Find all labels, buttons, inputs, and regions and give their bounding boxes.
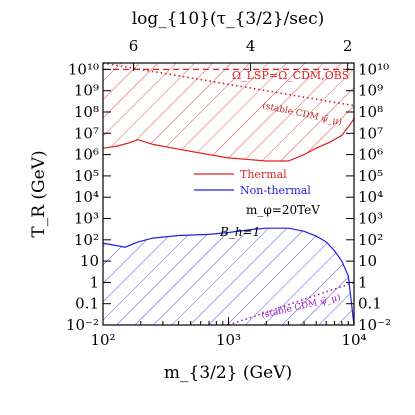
y-tick-label: 10² [74, 231, 99, 249]
series-thermal-line [103, 118, 354, 162]
y-tick-label: 10¹⁰ [68, 60, 99, 78]
legend: Thermal Non-thermal [194, 168, 311, 197]
y-tick-label: 10⁸ [74, 103, 99, 121]
y-tick-label: 10⁹ [74, 82, 99, 100]
y-tick-label-right: 10 [358, 252, 377, 270]
omega-cdm-label: Ω_LSP=Ω_CDM,OBS [232, 69, 349, 82]
y-tick-label-right: 10² [358, 231, 383, 249]
mass-annotation: m_φ=20TeV [246, 203, 320, 217]
plot-area [103, 63, 354, 325]
top-axis-title: log_{10}(τ_{3/2}/sec) [132, 9, 325, 29]
y-tick-label: 1 [89, 273, 99, 291]
legend-non-thermal-label: Non-thermal [240, 184, 311, 197]
y-tick-label: 10⁶ [74, 146, 99, 164]
y-tick-label: 0.1 [75, 295, 99, 313]
x-axis-title: m_{3/2} (GeV) [164, 363, 292, 383]
top-tick-label: 2 [343, 37, 353, 55]
non-thermal-excluded-region [103, 228, 354, 325]
y-tick-label-right: 10⁹ [358, 82, 383, 100]
y-axis-title: T_R (GeV) [29, 150, 49, 237]
y-tick-label: 10⁴ [74, 188, 99, 206]
y-tick-label: 10⁷ [74, 124, 99, 142]
branching-annotation: B_h=1 [219, 225, 260, 239]
y-tick-label-right: 10⁵ [358, 167, 383, 185]
y-tick-label-right: 10⁴ [358, 188, 383, 206]
y-tick-label: 10³ [74, 210, 99, 228]
y-tick-label: 10⁻² [66, 316, 99, 334]
x-tick-label: 10² [90, 331, 115, 349]
top-tick-label: 4 [246, 37, 256, 55]
y-tick-label-right: 10¹⁰ [358, 60, 389, 78]
y-tick-label: 10 [80, 252, 99, 270]
y-tick-label-right: 10⁶ [358, 146, 383, 164]
thermal-excluded-region [103, 63, 354, 161]
y-tick-label-right: 10⁻² [358, 316, 391, 334]
y-tick-label-right: 10³ [358, 210, 383, 228]
y-tick-label-right: 10⁷ [358, 124, 383, 142]
y-tick-label-right: 0.1 [358, 295, 382, 313]
legend-thermal-label: Thermal [240, 168, 287, 181]
series-non-thermal-line [103, 227, 354, 325]
x-tick-label: 10⁴ [341, 331, 366, 349]
x-tick-label: 10³ [216, 331, 241, 349]
top-tick-label: 6 [129, 37, 139, 55]
y-tick-label-right: 10⁸ [358, 103, 383, 121]
y-tick-label: 10⁵ [74, 167, 99, 185]
stable-cdm-upper-dotted-line [103, 63, 354, 107]
y-tick-label-right: 1 [358, 273, 368, 291]
